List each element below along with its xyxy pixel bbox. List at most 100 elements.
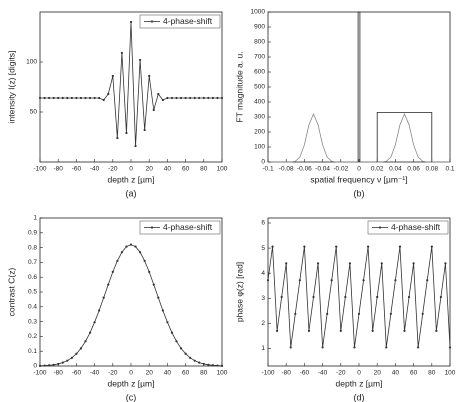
plot-frame	[39, 217, 223, 367]
panel-caption: (c)	[126, 392, 137, 402]
x-tick-label: -20	[108, 370, 118, 377]
data-point	[198, 361, 201, 364]
data-point	[57, 96, 60, 100]
data-point	[157, 92, 160, 96]
x-tick-label: -20	[336, 370, 346, 377]
x-tick-label: 20	[374, 370, 382, 377]
y-tick-label: 0	[261, 159, 265, 166]
data-point	[385, 346, 388, 349]
x-tick-label: -80	[281, 370, 291, 377]
data-point	[161, 309, 164, 312]
data-line	[357, 11, 361, 162]
data-point	[66, 96, 69, 100]
data-point	[285, 262, 288, 265]
data-point	[43, 96, 46, 100]
data-point	[52, 96, 55, 100]
x-tick-label: 40	[392, 370, 400, 377]
legend-marker	[378, 226, 382, 229]
y-tick-label: 6	[261, 220, 265, 227]
data-point	[362, 279, 365, 282]
data-point	[179, 347, 183, 350]
data-point	[79, 96, 83, 100]
data-point	[61, 96, 64, 100]
x-tick-label: -60	[72, 370, 82, 377]
x-tick-label: -40	[90, 166, 100, 173]
x-tick-label: -0.02	[333, 166, 348, 173]
y-axis-label: intensity I(z) [digits]	[6, 51, 16, 124]
x-tick-label: -0.04	[315, 166, 330, 173]
data-point	[125, 131, 128, 135]
data-point	[75, 96, 78, 100]
data-point	[48, 364, 51, 367]
data-point	[143, 128, 146, 132]
x-axis-label: depth z [µm]	[108, 378, 155, 388]
y-tick-label: 400	[254, 99, 265, 106]
data-line	[268, 112, 450, 163]
x-tick-label: 20	[146, 166, 154, 173]
data-point	[280, 295, 283, 299]
data-point	[421, 312, 424, 315]
data-point	[430, 245, 433, 248]
y-tick-label: 0.4	[28, 304, 37, 311]
x-tick-label: 0.08	[425, 166, 438, 173]
x-tick-label: -40	[90, 370, 100, 377]
data-point	[312, 295, 315, 299]
y-axis-label: phase φ(z) [rad]	[234, 262, 244, 322]
x-tick-label: 100	[217, 370, 228, 377]
data-point	[98, 96, 101, 100]
panel-caption: (b)	[354, 188, 365, 198]
data-point	[348, 262, 351, 265]
x-axis-label: depth z [µm]	[108, 174, 155, 184]
x-tick-label: -100	[261, 370, 274, 377]
y-tick-label: 300	[254, 114, 265, 121]
data-point	[129, 20, 133, 24]
data-point	[439, 295, 442, 299]
data-point	[48, 96, 51, 100]
data-point	[38, 96, 42, 100]
y-tick-label: 0.7	[28, 259, 37, 266]
plot-frame	[267, 11, 451, 163]
data-point	[326, 312, 329, 315]
data-point	[216, 96, 219, 100]
y-tick-label: 1	[33, 215, 37, 222]
y-tick-label: 0.2	[28, 333, 37, 340]
data-point	[129, 243, 133, 246]
data-point	[339, 329, 342, 332]
data-point	[189, 96, 192, 100]
data-point	[394, 279, 397, 282]
data-line	[39, 244, 223, 367]
x-tick-label: 0.02	[371, 166, 384, 173]
data-point	[357, 312, 361, 315]
y-tick-label: 600	[254, 69, 265, 76]
data-point	[166, 321, 169, 324]
x-tick-label: 20	[146, 370, 154, 377]
data-point	[184, 352, 187, 355]
data-point	[75, 352, 78, 355]
x-tick-label: -80	[53, 370, 63, 377]
data-point	[107, 92, 110, 96]
x-axis-label: depth z [µm]	[336, 378, 383, 388]
legend-label: 4-phase-shift	[163, 16, 213, 26]
data-line	[40, 21, 222, 147]
y-axis-label: FT magnitude a. u.	[234, 51, 244, 122]
x-tick-label: -0.08	[279, 166, 294, 173]
y-tick-label: 4	[261, 270, 265, 277]
data-point	[79, 347, 83, 350]
data-point	[157, 296, 160, 299]
data-point	[271, 245, 274, 248]
data-point	[294, 312, 297, 315]
data-point	[207, 363, 210, 366]
data-point	[211, 96, 214, 100]
data-point	[344, 295, 347, 299]
x-tick-label: 0	[357, 370, 361, 377]
legend-box	[367, 220, 449, 235]
data-point	[175, 96, 178, 100]
legend-marker	[150, 226, 154, 229]
data-point	[120, 251, 123, 254]
data-point	[276, 329, 279, 332]
data-point	[376, 295, 379, 299]
data-point	[289, 346, 292, 349]
data-point	[84, 96, 87, 100]
